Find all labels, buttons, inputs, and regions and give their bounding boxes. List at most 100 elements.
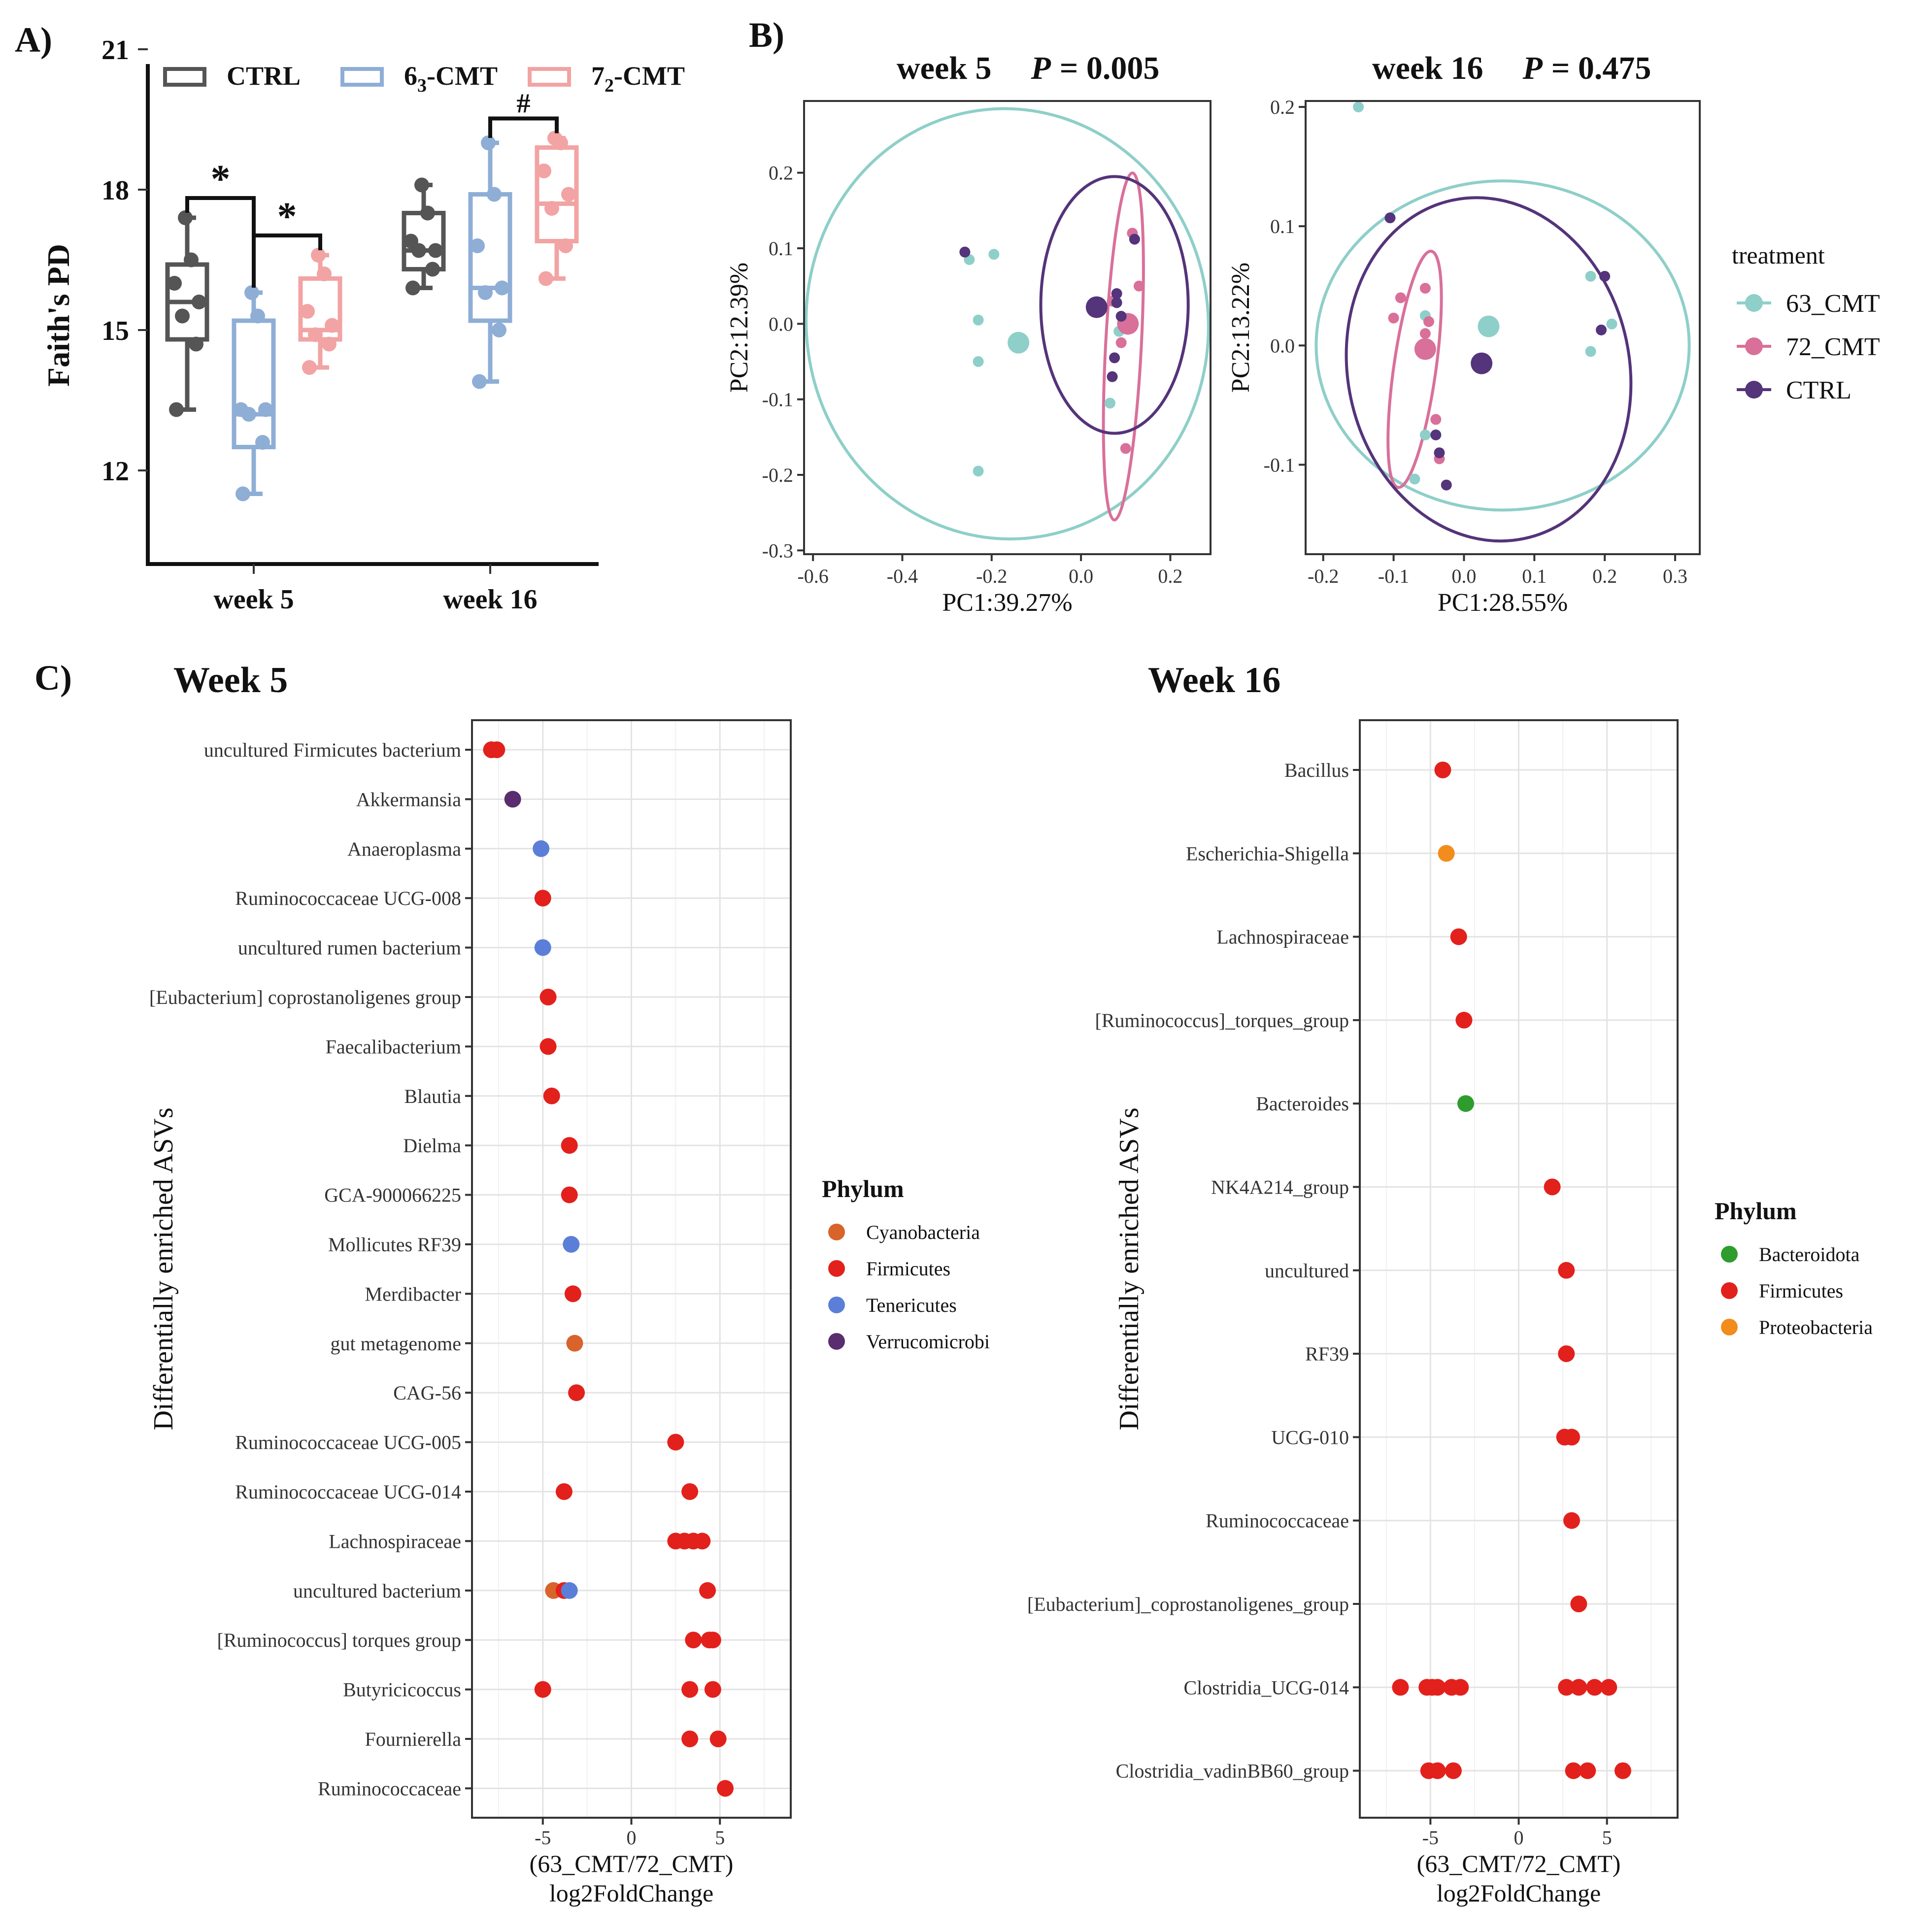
data-point xyxy=(404,233,418,249)
asv-point-firmicutes xyxy=(561,1137,578,1154)
taxon-label: [Eubacterium] coprostanoligenes group xyxy=(149,986,461,1008)
data-point xyxy=(544,201,559,216)
data-point xyxy=(250,308,265,324)
significance-mark: * xyxy=(277,195,297,238)
asv-point-firmicutes xyxy=(1450,928,1467,945)
sample-point-CTRL xyxy=(1111,297,1122,308)
data-point xyxy=(302,360,317,375)
data-point xyxy=(561,187,576,202)
asv-point-firmicutes xyxy=(1455,1011,1473,1029)
asv-point-tenericutes xyxy=(561,1582,578,1599)
y-tick-label: 0.1 xyxy=(769,237,793,260)
data-point xyxy=(311,248,326,263)
legend-label: Cyanobacteria xyxy=(866,1221,980,1243)
asv-point-firmicutes xyxy=(1434,762,1451,778)
y-tick-label: 0.2 xyxy=(1270,96,1295,118)
y-axis-title: Differentially enriched ASVs xyxy=(1114,1107,1145,1430)
asv-point-tenericutes xyxy=(563,1236,580,1253)
plot-frame xyxy=(1305,100,1701,555)
asv-point-firmicutes xyxy=(704,1632,721,1649)
y-tick-label: -0.1 xyxy=(1264,454,1295,476)
asv-point-firmicutes xyxy=(667,1433,684,1451)
treatment-legend: treatment 63_CMT 72_CMT CTRL xyxy=(1732,241,1880,404)
asv-point-tenericutes xyxy=(534,939,551,956)
y-axis-ticks: 12 15 18 21 xyxy=(101,35,148,487)
asv-point-firmicutes xyxy=(717,1780,734,1797)
data-point xyxy=(300,304,315,319)
x-axis-title: PC1:39.27% xyxy=(942,589,1072,617)
asv-point-firmicutes xyxy=(488,741,505,758)
phylum-legend-item-cyanobacteria: Cyanobacteria xyxy=(828,1221,980,1243)
legend-dot xyxy=(828,1224,845,1240)
x-tick-label: 0.0 xyxy=(1451,565,1476,587)
box-body xyxy=(468,192,512,323)
legend-swatch xyxy=(163,67,206,87)
sample-point-63_CMT xyxy=(1606,318,1617,330)
p-label: P xyxy=(1522,50,1543,86)
taxon-label: NK4A214_group xyxy=(1211,1176,1349,1199)
sample-point-CTRL xyxy=(1434,447,1445,459)
x-tick-label: 0 xyxy=(1514,1827,1524,1849)
taxon-label: Clostridia_UCG-014 xyxy=(1183,1676,1349,1699)
data-point xyxy=(236,486,250,501)
box-body xyxy=(232,318,276,449)
asv-point-firmicutes xyxy=(534,890,551,907)
legend-label: Proteobacteria xyxy=(1759,1316,1873,1338)
asv-point-firmicutes xyxy=(568,1384,585,1401)
data-point xyxy=(322,336,337,352)
taxon-label: RF39 xyxy=(1305,1343,1349,1365)
legend-label-subscript: 2 xyxy=(605,75,614,96)
legend-label: CTRL xyxy=(1786,376,1852,404)
x-tick-label: 0.0 xyxy=(1069,565,1093,587)
taxon-label: Fournierella xyxy=(365,1728,462,1750)
taxon-label: uncultured Firmicutes bacterium xyxy=(204,739,461,761)
asv-point-firmicutes xyxy=(543,1087,560,1104)
x-axis-ticks: week 5 week 16 xyxy=(213,564,538,615)
boxplot-boxes xyxy=(165,131,579,501)
data-point xyxy=(428,243,443,258)
legend-label-main: CTRL xyxy=(227,61,301,91)
asv-point-firmicutes xyxy=(704,1681,721,1698)
sample-point-CTRL xyxy=(1109,352,1120,364)
asv-point-tenericutes xyxy=(533,840,550,857)
sample-point-72_CMT xyxy=(1430,414,1442,425)
sample-point-63_CMT xyxy=(1419,429,1431,440)
data-point xyxy=(178,210,193,225)
p-label: P xyxy=(1030,50,1051,86)
x-tick-label: 5 xyxy=(715,1827,725,1849)
y-tick-label: 15 xyxy=(101,316,129,346)
significance-bracket: # xyxy=(488,89,559,138)
sample-point-72_CMT xyxy=(1388,312,1399,324)
legend-item-63_CMT: 63_CMT xyxy=(1737,290,1880,318)
confidence-ellipse-CTRL xyxy=(1039,175,1190,435)
taxon-label: [Eubacterium]_coprostanoligenes_group xyxy=(1027,1593,1349,1615)
legend-label-main: 7 xyxy=(591,61,605,91)
sample-point-63_CMT xyxy=(1409,473,1420,485)
phylum-legend-item-bacteroidota: Bacteroidota xyxy=(1721,1243,1860,1266)
data-point xyxy=(317,266,332,281)
centroid-point-CTRL xyxy=(1471,352,1493,374)
taxon-label: Bacteroides xyxy=(1256,1093,1349,1115)
sample-point-CTRL xyxy=(1384,212,1396,224)
y-tick-label: -0.2 xyxy=(762,464,793,486)
x-tick-label: 5 xyxy=(1602,1827,1612,1849)
data-point xyxy=(478,285,493,300)
data-point xyxy=(244,285,259,300)
taxon-label: Akkermansia xyxy=(356,788,462,810)
x-tick-label: -5 xyxy=(1422,1827,1439,1849)
da-title: Week 5 xyxy=(173,660,288,700)
pcoa-title: week 16 P = 0.475 xyxy=(1372,50,1651,86)
sample-point-63_CMT xyxy=(1585,270,1596,282)
sample-point-72_CMT xyxy=(1419,283,1431,294)
box-ctrl-week16 xyxy=(402,177,446,296)
sample-point-63_CMT xyxy=(988,249,1000,260)
x-tick-label: -0.6 xyxy=(797,565,828,587)
taxon-label: Blautia xyxy=(404,1085,461,1107)
x-axis-title-line1: (63_CMT/72_CMT) xyxy=(1417,1850,1621,1877)
sample-point-CTRL xyxy=(1441,479,1452,491)
legend-swatch xyxy=(528,67,571,87)
data-point xyxy=(325,318,339,333)
x-axis-title: PC1:28.55% xyxy=(1438,589,1568,617)
legend-label: Firmicutes xyxy=(1759,1280,1843,1302)
asv-point-firmicutes xyxy=(1586,1679,1603,1696)
